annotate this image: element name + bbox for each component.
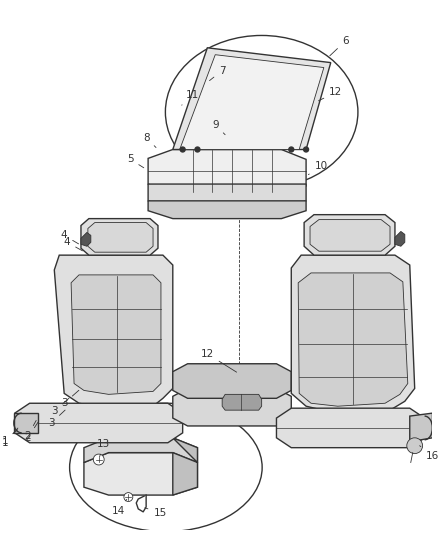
Circle shape (124, 492, 133, 502)
Circle shape (93, 454, 104, 465)
Polygon shape (81, 219, 158, 255)
Circle shape (304, 147, 308, 152)
Text: 4: 4 (61, 230, 78, 244)
Text: 3: 3 (61, 390, 79, 408)
Text: 15: 15 (145, 508, 166, 518)
Text: 2: 2 (25, 422, 38, 443)
Ellipse shape (70, 403, 262, 531)
Text: 12: 12 (201, 349, 237, 372)
Circle shape (180, 147, 185, 152)
Polygon shape (180, 55, 324, 149)
Circle shape (195, 147, 200, 152)
Polygon shape (148, 184, 306, 209)
Text: 4: 4 (64, 237, 82, 251)
Polygon shape (54, 255, 173, 408)
Polygon shape (395, 231, 405, 246)
Text: 6: 6 (330, 36, 349, 56)
Polygon shape (15, 403, 183, 443)
Polygon shape (304, 215, 395, 255)
Text: 1: 1 (2, 430, 18, 446)
Polygon shape (84, 438, 198, 463)
Polygon shape (173, 48, 331, 149)
Polygon shape (71, 275, 161, 394)
Polygon shape (276, 408, 424, 448)
Polygon shape (173, 389, 291, 426)
Polygon shape (14, 413, 38, 433)
Text: 13: 13 (97, 439, 110, 457)
Polygon shape (148, 149, 306, 193)
Polygon shape (298, 273, 408, 406)
Polygon shape (410, 413, 432, 442)
Polygon shape (310, 220, 390, 251)
Polygon shape (173, 438, 198, 495)
Text: 10: 10 (308, 161, 328, 175)
Polygon shape (84, 453, 198, 495)
Ellipse shape (166, 36, 358, 189)
Text: 3: 3 (48, 410, 65, 428)
Text: 7: 7 (209, 66, 226, 80)
Circle shape (407, 438, 423, 454)
Polygon shape (81, 232, 91, 246)
Text: 5: 5 (127, 155, 144, 168)
Text: 3: 3 (51, 398, 69, 416)
Text: 11: 11 (182, 90, 199, 105)
Text: 12: 12 (318, 87, 343, 101)
Text: 9: 9 (212, 120, 225, 135)
Text: 2: 2 (25, 421, 36, 441)
Polygon shape (222, 394, 261, 410)
Polygon shape (88, 223, 153, 252)
Text: 16: 16 (420, 446, 438, 461)
Text: 14: 14 (112, 499, 127, 516)
Circle shape (289, 147, 294, 152)
Text: 8: 8 (143, 133, 156, 148)
Polygon shape (148, 201, 306, 219)
Polygon shape (291, 255, 415, 413)
Polygon shape (173, 364, 291, 398)
Text: 1: 1 (2, 428, 18, 448)
